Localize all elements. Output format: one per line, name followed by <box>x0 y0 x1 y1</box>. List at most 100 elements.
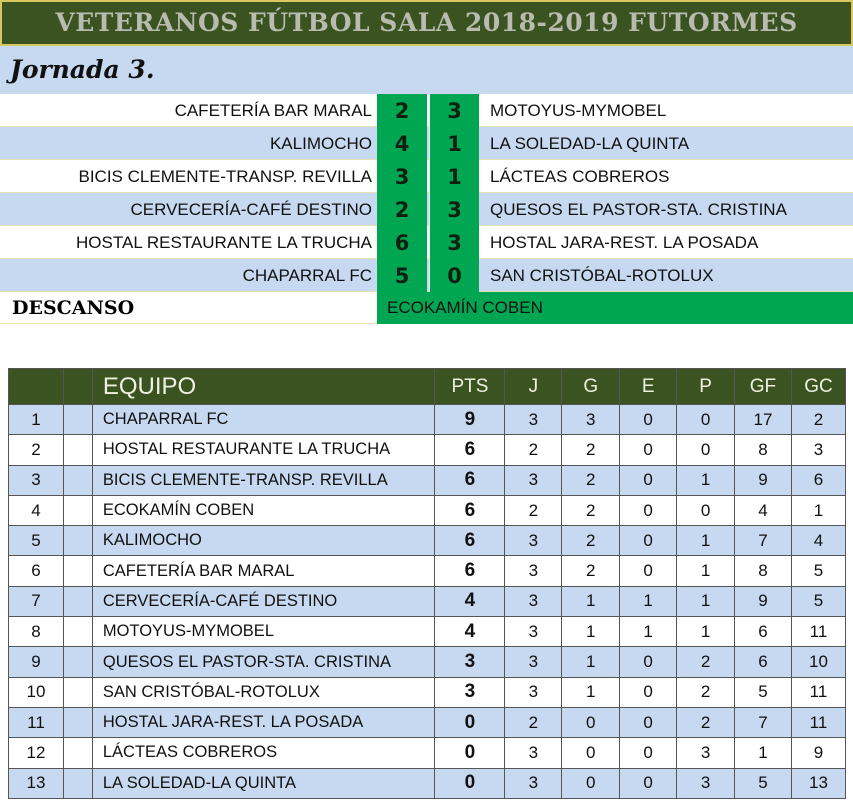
lost-cell: 2 <box>676 706 736 739</box>
won-cell: 0 <box>561 767 621 799</box>
empty-cell <box>62 525 93 557</box>
away-goals: 3 <box>429 226 479 259</box>
goals-against-cell: 11 <box>790 706 847 739</box>
empty-cell <box>62 434 93 466</box>
column-header: G <box>561 368 621 405</box>
column-header: E <box>619 368 678 405</box>
away-goals: 3 <box>429 193 479 226</box>
drawn-cell: 0 <box>619 646 678 678</box>
goals-against-cell: 10 <box>790 646 847 678</box>
home-goals: 3 <box>377 160 427 193</box>
home-goals: 2 <box>377 193 427 226</box>
goals-for-cell: 1 <box>734 737 792 769</box>
played-cell: 2 <box>504 494 563 527</box>
position-cell: 1 <box>8 403 64 436</box>
goals-for-cell: 5 <box>734 676 792 708</box>
team-cell: KALIMOCHO <box>91 525 436 557</box>
points-cell: 3 <box>434 676 506 708</box>
goals-for-cell: 5 <box>734 767 792 799</box>
home-goals: 4 <box>377 127 427 160</box>
points-cell: 4 <box>434 616 506 648</box>
goals-for-cell: 8 <box>734 434 792 466</box>
standings-table: EQUIPO PTS J G E P GF GC 1 CHAPARRAL FC 9 3 3 0 0 17 2 2… <box>8 368 847 799</box>
empty-cell <box>62 494 93 527</box>
goals-against-cell: 6 <box>790 464 847 496</box>
points-cell: 0 <box>434 737 506 769</box>
drawn-cell: 0 <box>619 434 678 466</box>
match-row: CERVECERÍA-CAFÉ DESTINO 2 3 QUESOS EL PA… <box>0 193 853 226</box>
position-cell: 2 <box>8 434 64 466</box>
team-cell: HOSTAL RESTAURANTE LA TRUCHA <box>91 434 436 466</box>
empty-cell <box>62 585 93 618</box>
column-header: GC <box>790 368 847 405</box>
played-cell: 2 <box>504 706 563 739</box>
table-row: 13 LA SOLEDAD-LA QUINTA 0 3 0 0 3 5 13 <box>8 767 847 799</box>
drawn-cell: 0 <box>619 494 678 527</box>
won-cell: 3 <box>561 403 621 436</box>
goals-for-cell: 4 <box>734 494 792 527</box>
position-cell: 9 <box>8 646 64 678</box>
drawn-cell: 0 <box>619 737 678 769</box>
won-cell: 2 <box>561 434 621 466</box>
away-goals: 0 <box>429 259 479 292</box>
away-goals: 1 <box>429 160 479 193</box>
played-cell: 3 <box>504 585 563 618</box>
won-cell: 2 <box>561 525 621 557</box>
table-row: 9 QUESOS EL PASTOR-STA. CRISTINA 3 3 1 0 2 6 10 <box>8 646 847 678</box>
away-team: LA SOLEDAD-LA QUINTA <box>490 134 690 153</box>
drawn-cell: 0 <box>619 706 678 739</box>
played-cell: 3 <box>504 767 563 799</box>
away-team: MOTOYUS-MYMOBEL <box>490 101 667 120</box>
goals-against-cell: 9 <box>790 737 847 769</box>
table-row: 5 KALIMOCHO 6 3 2 0 1 7 4 <box>8 525 847 557</box>
team-cell: HOSTAL JARA-REST. LA POSADA <box>91 706 436 739</box>
position-cell: 7 <box>8 585 64 618</box>
played-cell: 3 <box>504 616 563 648</box>
round-title: Jornada 3. <box>0 46 853 94</box>
empty-cell <box>62 706 93 739</box>
home-team: CHAPARRAL FC <box>242 266 372 285</box>
table-row: 11 HOSTAL JARA-REST. LA POSADA 0 2 0 0 2 7 11 <box>8 706 847 739</box>
match-row: CAFETERÍA BAR MARAL 2 3 MOTOYUS-MYMOBEL <box>0 94 853 127</box>
won-cell: 2 <box>561 555 621 587</box>
position-cell: 5 <box>8 525 64 557</box>
position-cell: 6 <box>8 555 64 587</box>
goals-against-cell: 13 <box>790 767 847 799</box>
played-cell: 3 <box>504 737 563 769</box>
away-goals: 1 <box>429 127 479 160</box>
table-row: 4 ECOKAMÍN COBEN 6 2 2 0 0 4 1 <box>8 494 847 527</box>
empty-cell <box>62 737 93 769</box>
drawn-cell: 0 <box>619 403 678 436</box>
team-cell: CAFETERÍA BAR MARAL <box>91 555 436 587</box>
position-cell: 8 <box>8 616 64 648</box>
drawn-cell: 0 <box>619 767 678 799</box>
empty-cell <box>62 646 93 678</box>
away-team: SAN CRISTÓBAL-ROTOLUX <box>490 266 714 285</box>
empty-cell <box>62 767 93 799</box>
empty-cell <box>62 555 93 587</box>
won-cell: 1 <box>561 676 621 708</box>
played-cell: 3 <box>504 403 563 436</box>
points-cell: 6 <box>434 464 506 496</box>
lost-cell: 1 <box>676 525 736 557</box>
drawn-cell: 1 <box>619 616 678 648</box>
lost-cell: 2 <box>676 676 736 708</box>
table-row: 8 MOTOYUS-MYMOBEL 4 3 1 1 1 6 11 <box>8 616 847 648</box>
lost-cell: 0 <box>676 434 736 466</box>
rest-label: DESCANSO <box>12 297 135 319</box>
team-cell: SAN CRISTÓBAL-ROTOLUX <box>91 676 436 708</box>
team-cell: QUESOS EL PASTOR-STA. CRISTINA <box>91 646 436 678</box>
standings-header: EQUIPO PTS J G E P GF GC <box>8 368 847 405</box>
goals-against-cell: 4 <box>790 525 847 557</box>
goals-for-cell: 6 <box>734 646 792 678</box>
table-row: 3 BICIS CLEMENTE-TRANSP. REVILLA 6 3 2 0 1 9 6 <box>8 464 847 496</box>
home-goals: 2 <box>377 94 427 127</box>
goals-for-cell: 7 <box>734 706 792 739</box>
won-cell: 0 <box>561 706 621 739</box>
points-cell: 6 <box>434 555 506 587</box>
position-cell: 12 <box>8 737 64 769</box>
team-cell: BICIS CLEMENTE-TRANSP. REVILLA <box>91 464 436 496</box>
points-cell: 0 <box>434 706 506 739</box>
home-team: BICIS CLEMENTE-TRANSP. REVILLA <box>78 167 373 186</box>
team-cell: CERVECERÍA-CAFÉ DESTINO <box>91 585 436 618</box>
